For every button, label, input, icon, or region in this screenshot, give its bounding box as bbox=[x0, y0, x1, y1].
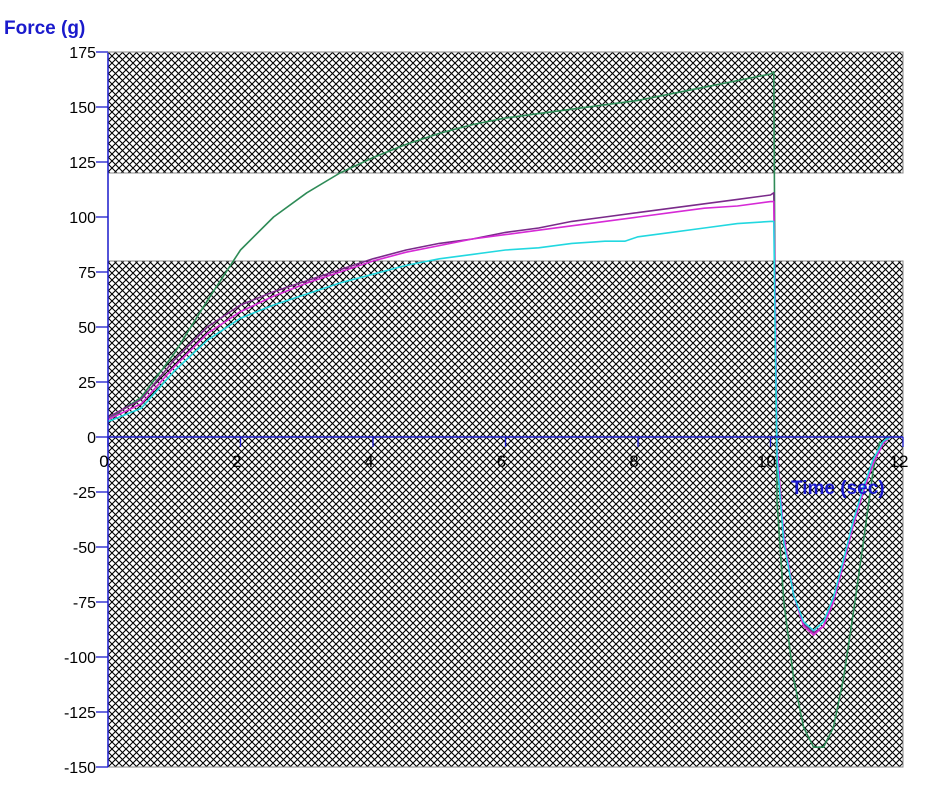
x-axis-title: Time (sec) bbox=[791, 478, 885, 499]
y-tick-label: 0 bbox=[87, 430, 96, 447]
y-tick-label: -100 bbox=[64, 650, 96, 667]
hatched-region-0 bbox=[107, 51, 904, 174]
series-line-3 bbox=[107, 220, 891, 632]
hatched-region-1 bbox=[107, 260, 904, 768]
y-tick-label: -150 bbox=[64, 760, 96, 777]
x-tick-label: 8 bbox=[629, 452, 638, 471]
y-tick-label: 150 bbox=[69, 100, 96, 117]
y-tick-label: 100 bbox=[69, 210, 96, 227]
x-tick-label: 0 bbox=[99, 452, 108, 471]
y-tick-label: 175 bbox=[69, 45, 96, 62]
y-tick-label: 50 bbox=[78, 320, 96, 337]
x-tick-label: 12 bbox=[890, 452, 909, 471]
y-axis-title: Force (g) bbox=[4, 18, 85, 39]
y-tick-label: 75 bbox=[78, 265, 96, 282]
x-tick-label: 4 bbox=[364, 452, 373, 471]
series-lines bbox=[107, 71, 891, 748]
tick-labels: 1751501251007550250-25-50-75-100-125-150… bbox=[64, 45, 908, 777]
y-tick-label: 125 bbox=[69, 155, 96, 172]
series-line-0 bbox=[107, 71, 881, 748]
hatched-regions bbox=[107, 51, 904, 768]
x-tick-label: 2 bbox=[232, 452, 241, 471]
y-tick-label: -50 bbox=[73, 540, 96, 557]
x-tick-label: 10 bbox=[757, 452, 776, 471]
series-line-2 bbox=[107, 200, 891, 636]
x-tick-label: 6 bbox=[497, 452, 506, 471]
y-tick-label: 25 bbox=[78, 375, 96, 392]
y-tick-label: -25 bbox=[73, 485, 96, 502]
y-tick-label: -75 bbox=[73, 595, 96, 612]
y-tick-label: -125 bbox=[64, 705, 96, 722]
